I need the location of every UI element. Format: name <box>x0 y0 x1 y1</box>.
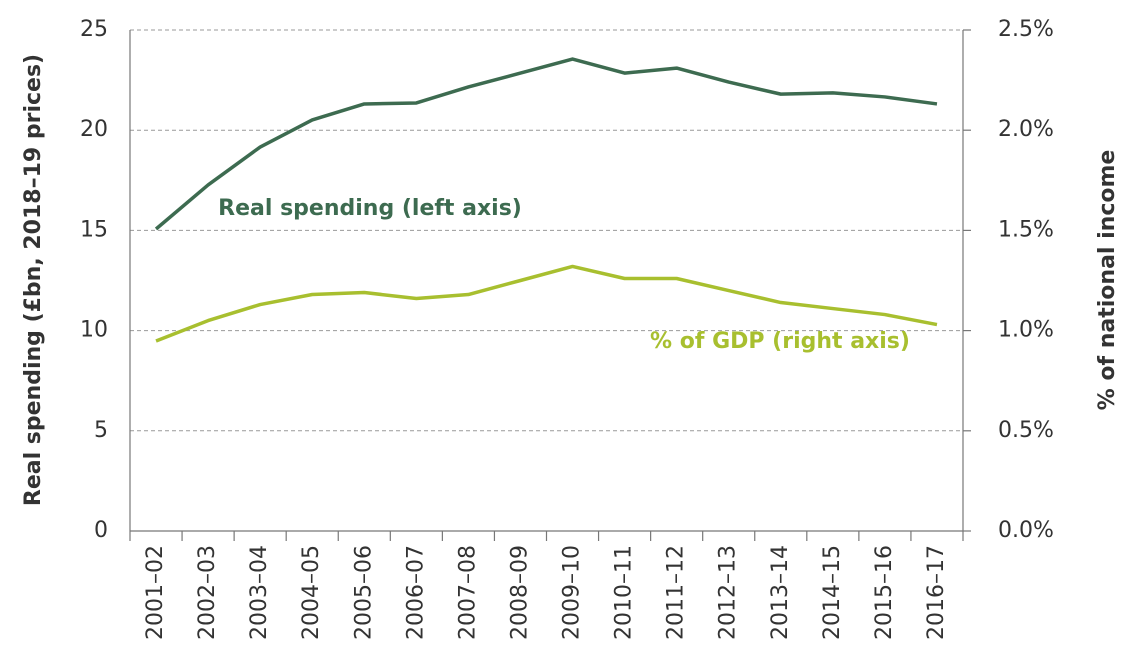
x-tick-label: 2008–09 <box>507 545 532 640</box>
y2-tick-label: 2.0% <box>998 117 1054 142</box>
x-tick-label: 2003–04 <box>247 545 272 640</box>
y-tick-label: 0 <box>94 518 108 543</box>
y2-axis-label: % of national income <box>1095 150 1120 411</box>
y2-tick-label: 0.0% <box>998 518 1054 543</box>
y2-tick-label: 2.5% <box>998 17 1054 42</box>
y2-tick-label: 1.5% <box>998 217 1054 242</box>
x-tick-label: 2014–15 <box>820 545 845 640</box>
x-tick-label: 2006–07 <box>403 545 428 640</box>
x-tick-label: 2009–10 <box>560 545 585 640</box>
x-tick-label: 2012–13 <box>716 545 741 640</box>
y-tick-label: 15 <box>80 217 108 242</box>
y-tick-label: 5 <box>94 418 108 443</box>
y2-tick-label: 1.0% <box>998 318 1054 343</box>
x-tick-label: 2005–06 <box>351 545 376 640</box>
x-tick-label: 2015–16 <box>872 545 897 640</box>
series-line <box>155 264 938 343</box>
series-label: Real spending (left axis) <box>218 196 522 221</box>
x-tick-label: 2010–11 <box>612 545 637 640</box>
x-tick-label: 2013–14 <box>768 545 793 640</box>
y2-tick-label: 0.5% <box>998 418 1054 443</box>
y-tick-label: 20 <box>80 117 108 142</box>
y-tick-label: 25 <box>80 17 108 42</box>
x-tick-label: 2016–17 <box>924 545 949 640</box>
x-tick-label: 2007–08 <box>455 545 480 640</box>
x-tick-label: 2011–12 <box>664 545 689 640</box>
series-label: % of GDP (right axis) <box>650 329 910 354</box>
x-tick-label: 2001–02 <box>143 545 168 640</box>
x-tick-label: 2004–05 <box>299 545 324 640</box>
y-axis-label: Real spending (£bn, 2018–19 prices) <box>21 54 46 506</box>
series-line <box>154 57 938 231</box>
x-tick-label: 2002–03 <box>195 545 220 640</box>
y-tick-label: 10 <box>80 318 108 343</box>
